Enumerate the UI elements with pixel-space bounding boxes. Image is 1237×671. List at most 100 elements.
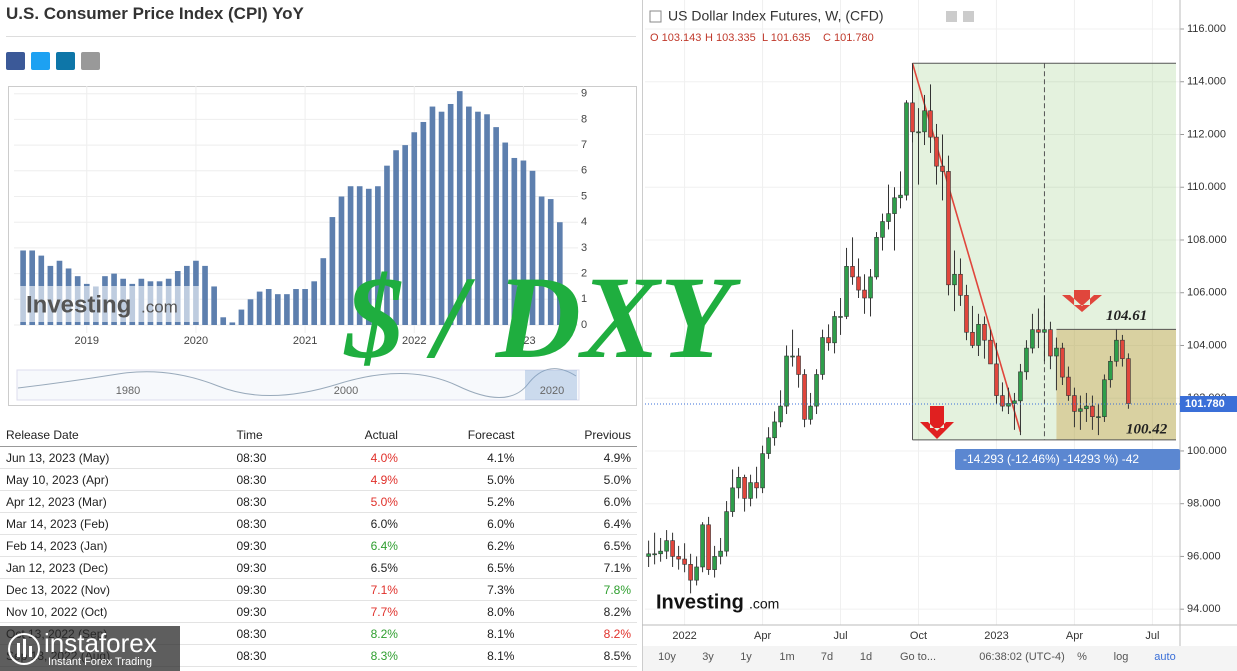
candle-body (832, 316, 837, 344)
candle-body (772, 421, 777, 439)
table-cell: 08:30 (230, 490, 314, 513)
candle-body (1024, 347, 1029, 373)
bar (411, 132, 418, 325)
toolbar-button[interactable]: auto (1154, 651, 1175, 663)
table-cell: Apr 12, 2023 (Mar) (0, 490, 231, 513)
candle-body (1090, 405, 1095, 417)
table-cell: 08:30 (230, 622, 314, 645)
toolbar-button[interactable]: 1d (860, 651, 872, 663)
candle-body (922, 110, 927, 133)
email-button[interactable] (81, 52, 100, 70)
y-tick-label: 110.000 (1187, 181, 1226, 193)
bar (220, 317, 227, 325)
bar (556, 222, 563, 325)
dxy-chart: 94.00096.00098.000100.000102.000104.0001… (642, 0, 1237, 671)
bar (438, 111, 445, 325)
bar (311, 281, 318, 325)
bar (347, 186, 354, 325)
x-tick-label: 2023 (511, 335, 535, 347)
candle-body (958, 273, 963, 296)
candle-body (874, 237, 879, 278)
facebook-button[interactable] (6, 52, 25, 70)
table-cell: 7.7% (313, 600, 404, 623)
bar (502, 142, 509, 325)
table-row: Mar 14, 2023 (Feb) 08:30 6.0% 6.0% 6.4% (0, 512, 637, 535)
candle-body (1102, 379, 1107, 417)
column-header: Actual (313, 424, 404, 447)
settings-icon[interactable] (946, 11, 957, 22)
candle-body (892, 197, 897, 214)
navigator-label: 1980 (116, 385, 140, 397)
candle-body (1126, 358, 1131, 404)
candle-body (754, 482, 759, 489)
y-tick-label: 116.000 (1187, 23, 1226, 35)
twitter-button[interactable] (31, 52, 50, 70)
candle-body (766, 437, 771, 454)
toolbar-button[interactable]: 7d (821, 651, 833, 663)
candle-body (658, 550, 663, 555)
candle-body (790, 355, 795, 358)
y-tick-label: 6 (581, 165, 587, 177)
table-cell: 6.5% (403, 556, 521, 579)
x-tick-label: 2022 (402, 335, 426, 347)
toolbar-button[interactable]: 3y (702, 651, 714, 663)
table-cell: 09:30 (230, 578, 314, 601)
x-tick-label: Jul (833, 630, 847, 642)
bar (420, 121, 427, 326)
candle-body (1060, 347, 1065, 378)
x-tick-label: 2021 (293, 335, 317, 347)
candle-body (1072, 395, 1077, 412)
navigator-label: 2020 (540, 385, 564, 397)
x-tick-label: 2023 (984, 630, 1008, 642)
table-cell: 6.2% (403, 534, 521, 557)
toolbar-button[interactable]: 1m (779, 651, 794, 663)
toolbar-button[interactable]: 1y (740, 651, 752, 663)
candle-body (730, 487, 735, 512)
candle-body (1096, 416, 1101, 418)
toolbar-button[interactable]: % (1077, 651, 1087, 663)
bar (229, 322, 236, 325)
table-cell: 8.3% (313, 644, 404, 667)
candle-body (988, 339, 993, 365)
candle-body (940, 165, 945, 172)
toolbar-button[interactable]: Go to... (900, 651, 936, 663)
bar (284, 294, 290, 325)
bar (320, 258, 327, 325)
table-row: Nov 10, 2022 (Oct) 09:30 7.7% 8.0% 8.2% (0, 600, 637, 623)
candle-body (796, 355, 801, 375)
linkedin-button[interactable] (56, 52, 75, 70)
toolbar-button[interactable]: 06:38:02 (UTC-4) (979, 651, 1065, 663)
watermark: instaforex Instant Forex Trading (0, 626, 180, 671)
y-tick-label: 106.000 (1187, 287, 1227, 299)
candle-body (700, 524, 705, 568)
y-tick-label: 1 (581, 293, 587, 305)
settings-icon[interactable] (963, 11, 974, 22)
table-cell: 08:30 (230, 512, 314, 535)
candle-body (826, 337, 831, 344)
ohlc-label: L 101.635 (762, 32, 811, 44)
table-cell: 09:30 (230, 556, 314, 579)
release-table: Release Date Time Actual Forecast Previous Ju… (0, 424, 637, 667)
table-row: Jan 12, 2023 (Dec) 09:30 6.5% 6.5% 7.1% (0, 556, 637, 579)
candle-body (994, 363, 999, 396)
measure-box (955, 449, 1180, 470)
candle-body (850, 266, 855, 278)
logo-text: Investing (656, 591, 744, 613)
table-cell: 8.1% (403, 644, 521, 667)
y-tick-label: 96.000 (1187, 550, 1221, 562)
toolbar-button[interactable]: log (1114, 651, 1129, 663)
candle-body (1018, 371, 1023, 402)
bar (393, 150, 399, 325)
collapse-icon (649, 10, 662, 23)
table-cell: 4.9% (313, 468, 404, 491)
last-price-label: 101.780 (1185, 398, 1225, 410)
y-tick-label: 98.000 (1187, 498, 1221, 510)
candle-body (682, 558, 687, 565)
bar (520, 160, 527, 325)
candle-body (868, 276, 873, 299)
bar (447, 103, 454, 325)
toolbar-button[interactable]: 10y (658, 651, 676, 663)
candle-body (880, 221, 885, 238)
table-cell: 8.5% (520, 644, 637, 667)
column-header: Release Date (0, 424, 231, 447)
